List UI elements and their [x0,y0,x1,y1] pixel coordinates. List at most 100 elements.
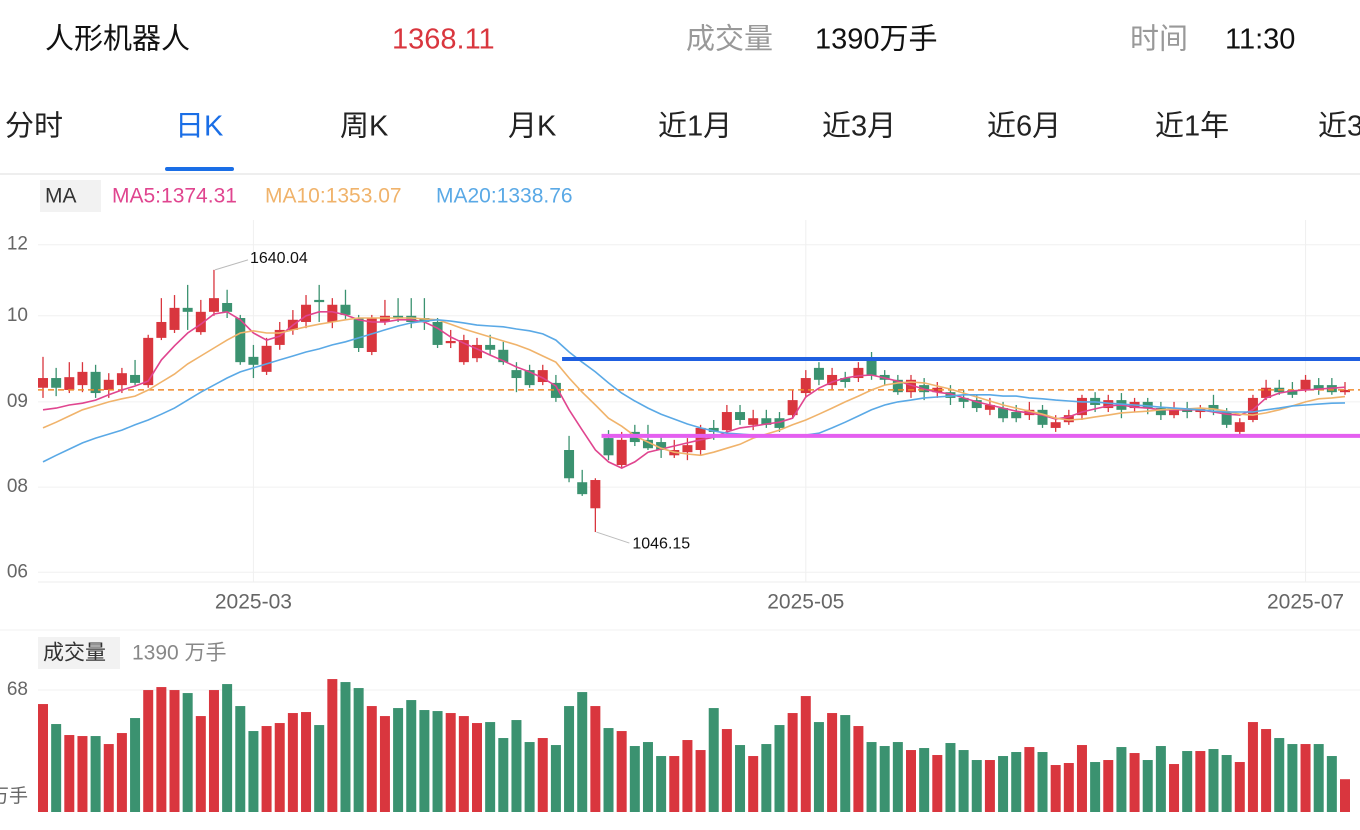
x-tick-label: 2025-07 [1267,591,1344,614]
candle-body [735,412,746,420]
volume-bar [787,713,798,812]
candle-body [314,299,325,303]
volume-bar [287,713,298,812]
volume-bar [419,710,430,812]
candle-body [853,367,864,379]
candle-body [51,378,62,388]
volume-bar [524,742,535,812]
tab[interactable]: 近1年 [1155,110,1229,143]
tab[interactable]: 近6月 [987,110,1061,143]
y-tick-label: 06 [7,561,28,582]
candle-body [1313,385,1324,390]
candle-body [1037,409,1048,425]
candle-body [1287,389,1298,395]
candle-body [393,315,404,319]
candle-body [327,304,338,322]
volume-bar [353,688,364,812]
volume-bar [340,682,351,812]
volume-bar [840,715,851,812]
volume-bar [1037,752,1048,812]
volume-bar [77,736,88,812]
volume-bar [393,708,404,812]
volume-bar [866,742,877,812]
volume-value: 1390万手 [815,23,938,56]
tab[interactable]: 近3月 [822,110,896,143]
volume-bar [143,690,154,812]
tab[interactable]: 分时 [5,110,63,143]
tab[interactable]: 近1月 [658,110,732,143]
candle-body [90,371,101,394]
candle-body [274,329,285,345]
candle-body [1050,422,1061,428]
candle-body [774,418,785,428]
annotation-leader [214,259,249,271]
volume-bar [1300,744,1311,812]
ma-line [42,318,1346,463]
volume-bar [1169,764,1180,812]
candle-body [1155,408,1166,416]
volume-bar [590,706,601,812]
candle-body [38,378,48,388]
volume-bar [984,760,995,812]
volume-bar [1142,760,1153,812]
candle-body [1300,379,1311,390]
volume-bar [1195,751,1206,812]
volume-unit: 万手 [0,785,28,807]
volume-bar [274,723,285,812]
tab[interactable]: 日K [175,111,224,143]
candle-body [222,302,233,312]
candle-body [340,304,351,315]
x-tick-label: 2025-03 [215,591,292,614]
tab[interactable]: 月K [508,111,557,143]
candle-body [445,340,456,344]
candle-body [800,378,811,394]
volume-bar [971,760,982,812]
candle-body [1142,401,1153,409]
volume-bar [1234,762,1245,812]
volume-bar [38,704,48,812]
volume-bar [1326,756,1337,812]
candle-body [1076,397,1087,416]
candle-body [721,412,732,431]
volume-bar [379,716,390,812]
candle-body [169,307,180,330]
volume-bar [314,725,325,812]
candle-body [130,374,141,383]
volume-bar [458,716,469,812]
volume-bar [103,744,114,812]
volume-bar [116,733,127,812]
x-tick-label: 2025-05 [767,591,844,614]
y-tick-label: 09 [7,391,28,412]
candle-body [195,311,206,333]
volume-bar [511,720,522,812]
volume-bar [629,746,640,812]
candle-body [603,438,614,456]
candle-body [840,378,851,383]
volume-bar [1011,752,1022,812]
candle-body [301,304,312,322]
candle-body [550,382,561,398]
legend-entry: MA10:1353.07 [265,185,402,208]
volume-bar [182,693,193,812]
volume-bar [235,706,246,812]
volume-bar [998,756,1009,812]
price: 1368.11 [392,24,495,56]
tab[interactable]: 近3年 [1318,110,1360,143]
candle-body [748,418,759,425]
y-tick-label: 10 [7,305,28,326]
tab[interactable]: 周K [340,111,389,143]
volume-panel-label: 成交量 [43,642,106,665]
volume-bar [1208,749,1219,812]
y-tick-label: 12 [7,234,28,255]
tab-underline [165,167,235,171]
candle-body [77,371,88,386]
candle-body [524,370,535,386]
volume-bar [366,706,377,812]
candle-body [695,427,706,451]
volume-bar [1103,760,1114,812]
volume-bar [1063,763,1074,812]
candle-body [64,377,75,390]
volume-bar [1050,765,1061,812]
volume-bar [748,756,759,812]
